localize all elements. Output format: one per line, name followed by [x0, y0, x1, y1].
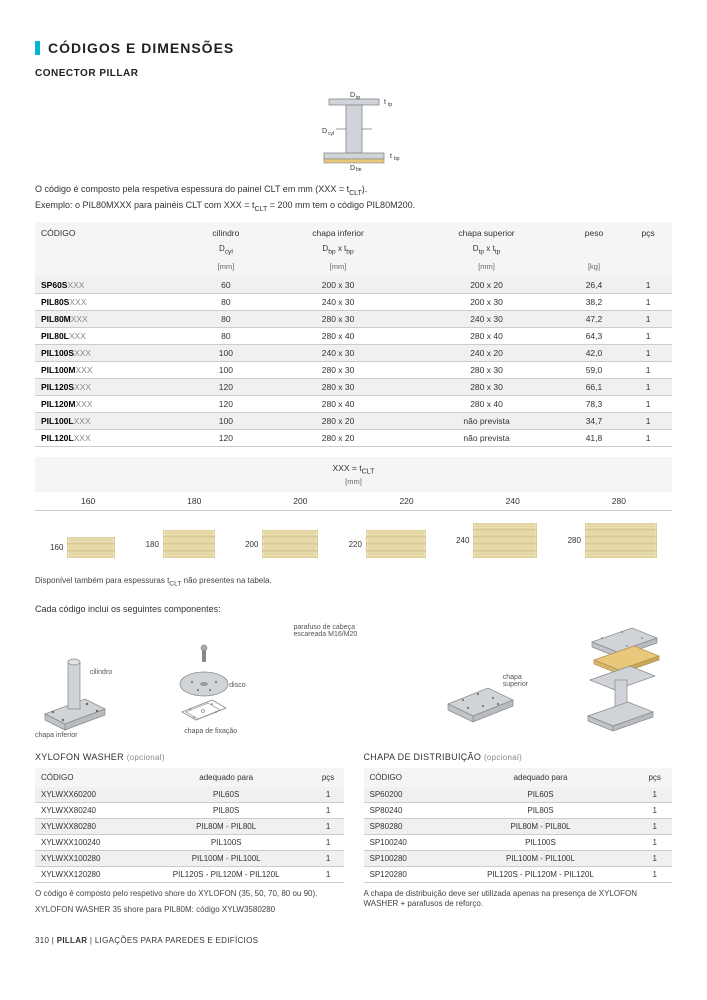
- table-row: XYLWXX80280PIL80M - PIL80L1: [35, 818, 344, 834]
- svg-text:cyl: cyl: [328, 131, 334, 137]
- table-row: PIL100MXXX 100280 x 30280 x 3059,01: [35, 361, 672, 378]
- comp-parafuso-label: parafuso de cabeça escareada M16/M20: [294, 624, 384, 638]
- components-intro: Cada código inclui os seguintes componen…: [35, 604, 672, 614]
- svg-text:D: D: [322, 128, 327, 135]
- clt-panel: 220: [349, 530, 426, 558]
- table-row: XYLWXX120280PIL120S - PIL120M - PIL120L1: [35, 866, 344, 882]
- clt-columns: 160 180 200 220 240 280: [35, 492, 672, 511]
- col-washer: XYLOFON WASHER (opcional) CÓDIGO adequad…: [35, 752, 344, 916]
- th-chapa-inf: chapa inferior: [267, 222, 410, 240]
- clt-col-header: 200: [293, 496, 307, 506]
- clt-col-header: 220: [399, 496, 413, 506]
- svg-text:D: D: [350, 92, 355, 99]
- table-row: SP60SXXX 60200 x 30200 x 2026,41: [35, 277, 672, 294]
- comp-disco: disco chapa de fixação: [164, 644, 244, 736]
- table-row: PIL80MXXX 80280 x 30240 x 3047,21: [35, 310, 672, 327]
- th-peso: peso: [564, 222, 625, 240]
- svg-text:bp: bp: [394, 156, 400, 162]
- comp-cilindro: cilindro chapa inferior: [35, 644, 115, 736]
- th-chapa-sup: chapa superior: [409, 222, 563, 240]
- table-row: XYLWXX60200PIL60S1: [35, 787, 344, 803]
- clt-col-header: 240: [506, 496, 520, 506]
- dist-table: CÓDIGO adequado para pçs SP60200PIL60S1S…: [364, 768, 673, 883]
- clt-panels: 160 180 200 220 240 280: [35, 511, 672, 570]
- components-row: cilindro chapa inferior disco chapa de f…: [35, 624, 672, 736]
- table-row: XYLWXX100240PIL100S1: [35, 834, 344, 850]
- col-dist: CHAPA DE DISTRIBUIÇÃO (opcional) CÓDIGO …: [364, 752, 673, 916]
- table-row: PIL120MXXX 120280 x 40280 x 4078,31: [35, 395, 672, 412]
- table-row: PIL120LXXX 120280 x 20não prevista41,81: [35, 429, 672, 446]
- clt-col-header: 280: [612, 496, 626, 506]
- table-row: PIL80SXXX 80240 x 30200 x 3038,21: [35, 293, 672, 310]
- table-row: PIL80LXXX 80280 x 40280 x 4064,31: [35, 327, 672, 344]
- clt-panel: 180: [146, 530, 215, 558]
- dist-title: CHAPA DE DISTRIBUIÇÃO (opcional): [364, 752, 673, 762]
- table-row: SP120280PIL120S - PIL120M - PIL120L1: [364, 866, 673, 882]
- clt-header: XXX = tCLT [mm]: [35, 457, 672, 493]
- clt-note: Disponível também para espessuras tCLT n…: [35, 576, 672, 589]
- table-row: XYLWXX100280PIL100M - PIL100L1: [35, 850, 344, 866]
- footer: 310 | PILLAR | LIGAÇÕES PARA PAREDES E E…: [35, 936, 672, 945]
- table-row: PIL120SXXX 120280 x 30280 x 3066,11: [35, 378, 672, 395]
- table-row: XYLWXX80240PIL80S1: [35, 802, 344, 818]
- th-cilindro: cilindro: [185, 222, 267, 240]
- svg-text:t: t: [384, 99, 386, 106]
- th-pcs: pçs: [624, 222, 672, 240]
- table-row: PIL100LXXX 100280 x 20não prevista34,71: [35, 412, 672, 429]
- title-marker: [35, 41, 40, 55]
- washer-note: O código é composto pelo respetivo shore…: [35, 889, 344, 899]
- comp-assembly: [572, 624, 672, 736]
- dist-note: A chapa de distribuição deve ser utiliza…: [364, 889, 673, 910]
- table-row: PIL100SXXX 100240 x 30240 x 2042,01: [35, 344, 672, 361]
- subtitle: CONECTOR PILLAR: [35, 68, 672, 79]
- washer-table: CÓDIGO adequado para pçs XYLWXX60200PIL6…: [35, 768, 344, 883]
- svg-text:tp: tp: [356, 95, 360, 101]
- clt-col-header: 160: [81, 496, 95, 506]
- table-row: SP80240PIL80S1: [364, 802, 673, 818]
- intro-text: O código é composto pela respetiva espes…: [35, 183, 672, 214]
- page-title: CÓDIGOS E DIMENSÕES: [48, 40, 234, 56]
- washer-note2: XYLOFON WASHER 35 shore para PIL80M: cód…: [35, 905, 344, 915]
- table-row: SP80280PIL80M - PIL80L1: [364, 818, 673, 834]
- svg-text:D: D: [350, 165, 355, 171]
- table-row: SP100280PIL100M - PIL100L1: [364, 850, 673, 866]
- svg-text:t: t: [390, 153, 392, 160]
- clt-panel: 160: [50, 537, 115, 558]
- two-column-tables: XYLOFON WASHER (opcional) CÓDIGO adequad…: [35, 752, 672, 916]
- th-codigo: CÓDIGO: [35, 222, 185, 240]
- svg-text:tp: tp: [388, 102, 392, 108]
- clt-panel: 200: [245, 530, 318, 558]
- svg-text:bp: bp: [356, 167, 362, 171]
- comp-chapa-superior: chapa superior: [433, 674, 523, 736]
- table-row: SP100240PIL100S1: [364, 834, 673, 850]
- clt-col-header: 180: [187, 496, 201, 506]
- clt-panel: 240: [456, 523, 537, 558]
- table-row: SP60200PIL60S1: [364, 787, 673, 803]
- clt-panel: 280: [568, 523, 657, 558]
- title-row: CÓDIGOS E DIMENSÕES: [35, 40, 672, 56]
- connector-diagram: Dtp ttp Dcyl tbp Dbp: [35, 91, 672, 171]
- washer-title: XYLOFON WASHER (opcional): [35, 752, 344, 762]
- main-table: CÓDIGO cilindro chapa inferior chapa sup…: [35, 222, 672, 447]
